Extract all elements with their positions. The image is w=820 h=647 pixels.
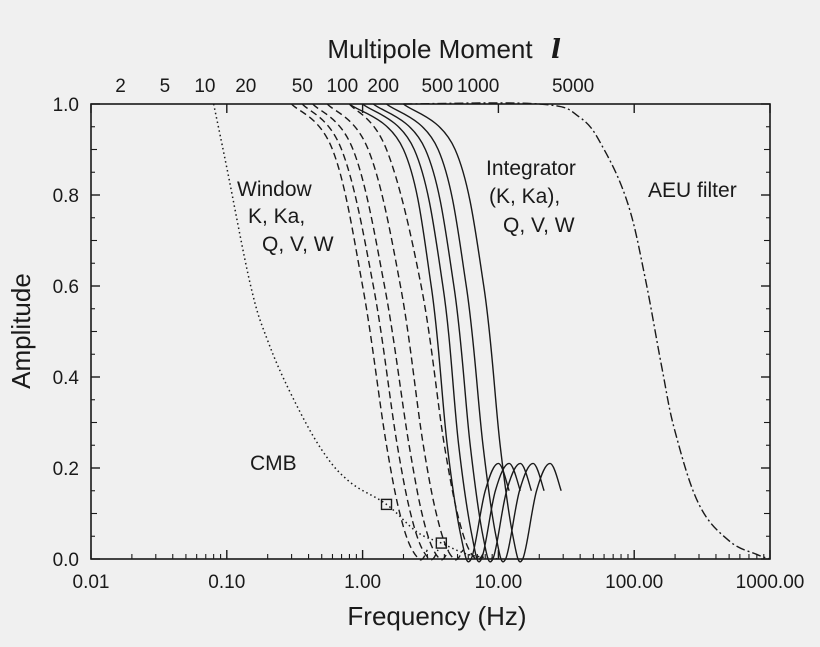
window-curve-v bbox=[326, 103, 464, 561]
integrator-curve-q bbox=[372, 103, 533, 563]
top-tick-label-4: 50 bbox=[292, 76, 313, 97]
x-tick-label-2: 1.00 bbox=[344, 572, 381, 593]
cmb-marker-0 bbox=[380, 498, 393, 511]
x-tick-label-3: 10.00 bbox=[475, 572, 523, 593]
top-tick-label-6: 200 bbox=[367, 76, 399, 97]
integrator-curve-v bbox=[386, 103, 545, 563]
window-annotation-line-2: K, Ka, bbox=[248, 205, 305, 228]
cmb-curve-10 bbox=[212, 103, 499, 560]
top-axis-symbol: l bbox=[551, 35, 561, 65]
plot-area bbox=[91, 104, 770, 559]
y-tick-label-0: 0.0 bbox=[53, 550, 79, 571]
y-tick-label-5: 1.0 bbox=[53, 95, 79, 116]
top-tick-label-9: 5000 bbox=[552, 76, 594, 97]
x-tick-label-0: 0.01 bbox=[73, 572, 110, 593]
curve-layer bbox=[212, 102, 771, 563]
top-tick-label-8: 1000 bbox=[457, 76, 499, 97]
aeu-filter-annotation: AEU filter bbox=[648, 179, 737, 202]
window-annotation: Window K, Ka, Q, V, W bbox=[237, 178, 334, 256]
integrator-annotation-line-2: (K, Ka), bbox=[489, 185, 560, 208]
top-tick-label-0: 2 bbox=[115, 76, 126, 97]
cmb-marker-1 bbox=[435, 537, 448, 549]
top-tick-label-2: 10 bbox=[194, 76, 215, 97]
top-tick-label-7: 500 bbox=[421, 76, 453, 97]
top-tick-label-5: 100 bbox=[327, 76, 359, 97]
integrator-curve-w bbox=[403, 103, 562, 563]
integrator-annotation-line-1: Integrator bbox=[486, 157, 576, 180]
window-curve-w bbox=[348, 103, 486, 561]
integrator-annotation: Integrator (K, Ka), Q, V, W bbox=[486, 157, 576, 237]
window-annotation-line-1: Window bbox=[237, 178, 313, 201]
integrator-curve-ka bbox=[362, 103, 521, 563]
marker-layer bbox=[380, 498, 448, 549]
window-curve-k bbox=[291, 103, 428, 561]
x-tick-label-1: 0.10 bbox=[208, 572, 245, 593]
y-tick-label-2: 0.4 bbox=[53, 368, 80, 389]
top-tick-label-1: 5 bbox=[160, 76, 171, 97]
x-tick-label-5: 1000.00 bbox=[736, 572, 805, 593]
integrator-annotation-line-3: Q, V, W bbox=[503, 214, 575, 237]
integrator-curve-k bbox=[348, 103, 510, 563]
window-annotation-line-3: Q, V, W bbox=[262, 233, 334, 256]
y-tick-label-1: 0.2 bbox=[53, 459, 79, 480]
top-tick-label-3: 20 bbox=[235, 76, 256, 97]
y-tick-label-3: 0.6 bbox=[53, 277, 79, 298]
y-tick-label-4: 0.8 bbox=[53, 186, 79, 207]
y-axis-title: Amplitude bbox=[6, 273, 36, 389]
x-axis-title: Frequency (Hz) bbox=[347, 601, 526, 631]
window-curve-q bbox=[312, 103, 450, 561]
top-axis-title: Multipole Moment bbox=[327, 34, 533, 64]
cmb-annotation: CMB bbox=[250, 452, 297, 475]
aeu-curve-11 bbox=[403, 102, 771, 560]
tick-layer: 0.01 0.10 1.00 10.00 100.00 1000.00 0.0 0.2 0.4 0… bbox=[53, 76, 805, 593]
x-tick-label-4: 100.00 bbox=[605, 572, 663, 593]
